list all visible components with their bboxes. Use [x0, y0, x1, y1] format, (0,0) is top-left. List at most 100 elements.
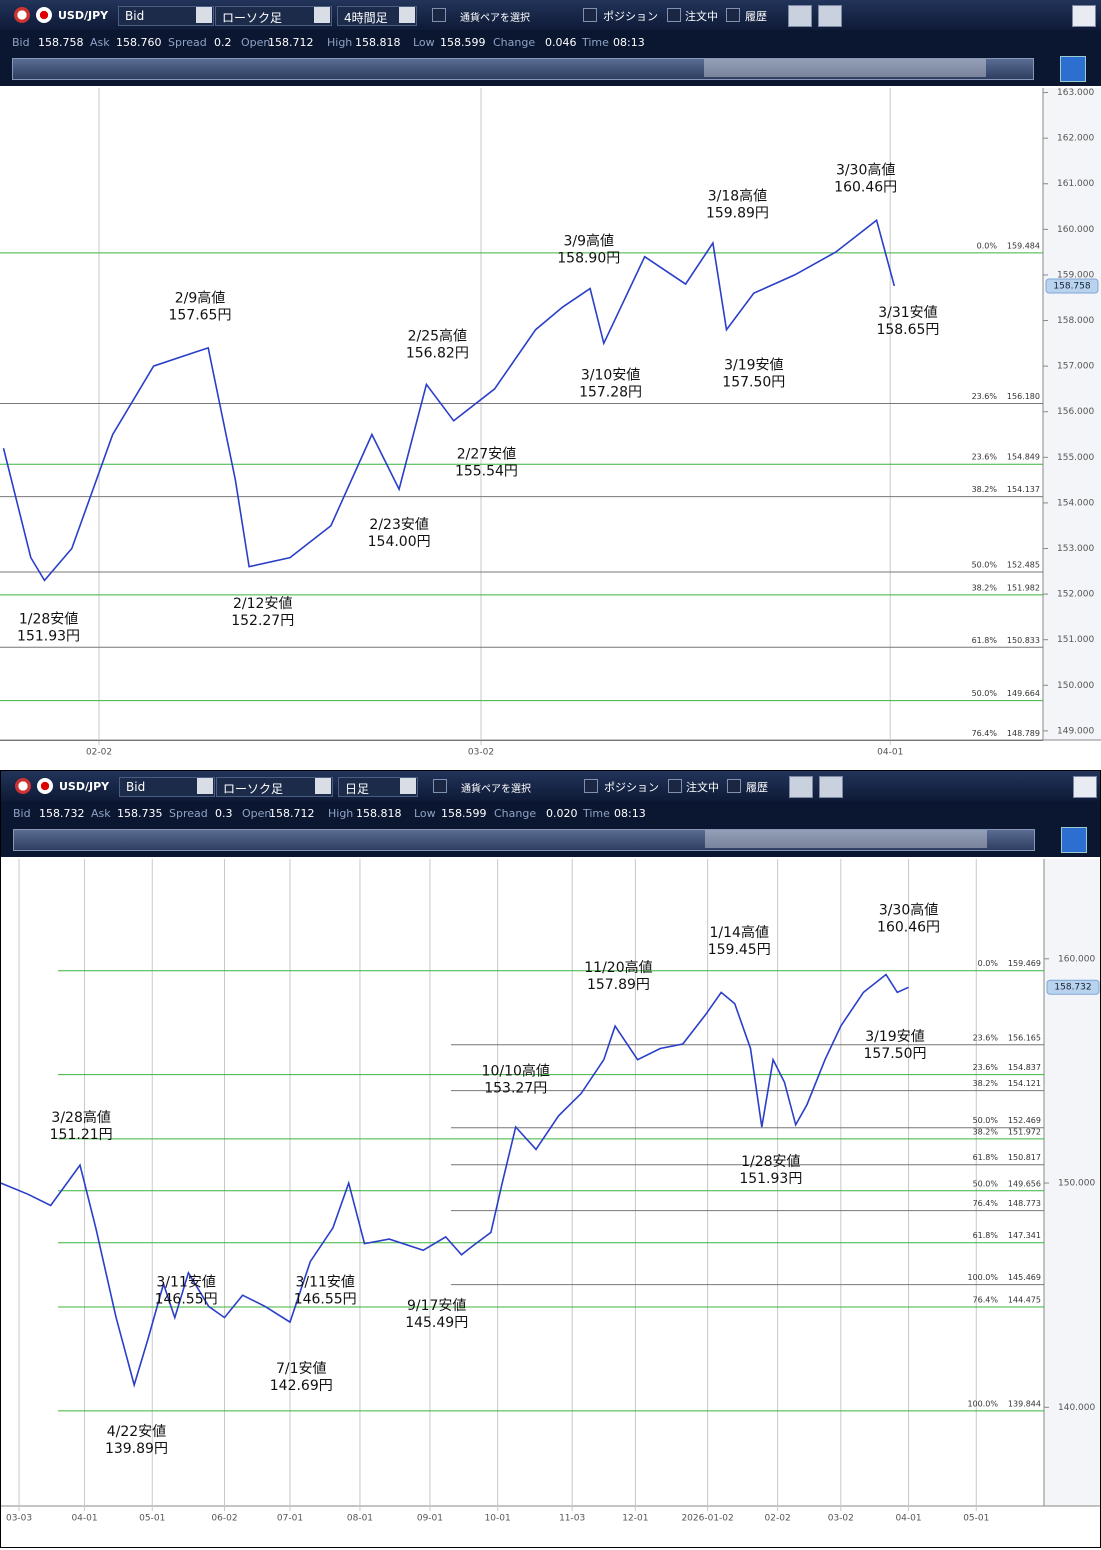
annotation-price: 151.93円 — [739, 1171, 802, 1187]
checkbox[interactable] — [432, 8, 446, 22]
fib-value: 154.849 — [1007, 453, 1040, 462]
annotation-price: 152.27円 — [231, 613, 294, 629]
fib-value: 159.469 — [1008, 959, 1041, 968]
fib-value: 156.165 — [1008, 1033, 1041, 1042]
toolbar-icon[interactable] — [818, 5, 842, 27]
y-tick-label: 158.000 — [1057, 316, 1094, 326]
dropdown-arrow[interactable] — [196, 7, 212, 23]
quote-value: 0.046 — [545, 36, 577, 49]
y-tick-label: 153.000 — [1057, 544, 1094, 554]
pair-label: USD/JPY — [58, 9, 109, 22]
annotation-date: 1/28安値 — [741, 1154, 800, 1170]
quote-value: 158.732 — [39, 807, 85, 820]
y-tick-label: 151.000 — [1057, 635, 1094, 645]
checkbox[interactable] — [727, 779, 741, 793]
close-icon[interactable] — [1072, 5, 1096, 27]
fib-percent: 100.0% — [967, 1399, 998, 1408]
annotation-date: 1/14高値 — [710, 924, 769, 941]
annotation-date: 3/11安値 — [156, 1274, 215, 1290]
y-tick-label: 160.000 — [1058, 954, 1095, 964]
annotation-price: 155.54円 — [455, 464, 518, 480]
dropdown-arrow[interactable] — [197, 778, 213, 794]
checkbox[interactable] — [583, 8, 597, 22]
fib-percent: 76.4% — [973, 1295, 999, 1304]
toolbar-icon[interactable] — [789, 776, 813, 798]
annotation-price: 142.69円 — [270, 1378, 333, 1394]
dropdown-arrow[interactable] — [315, 778, 331, 794]
navigator-button[interactable] — [1060, 56, 1086, 82]
timeframe-select-text: 4時間足 — [344, 11, 388, 25]
fib-value: 144.475 — [1008, 1295, 1041, 1304]
fib-percent: 23.6% — [972, 392, 998, 401]
fib-value: 152.485 — [1007, 560, 1040, 569]
annotation-price: 154.00円 — [368, 534, 431, 550]
fib-value: 149.656 — [1008, 1179, 1041, 1188]
fib-value: 154.121 — [1008, 1079, 1041, 1088]
fib-percent: 0.0% — [978, 959, 999, 968]
fib-percent: 50.0% — [972, 689, 998, 698]
chart-type-select[interactable]: ローソク足 — [216, 777, 333, 797]
current-price-tag — [1046, 979, 1100, 995]
fib-percent: 38.2% — [972, 583, 998, 592]
quote-label: Low — [413, 36, 435, 49]
x-tick-label: 02-02 — [86, 748, 112, 758]
fib-value: 154.137 — [1007, 485, 1040, 494]
fib-percent: 50.0% — [973, 1179, 999, 1188]
annotation-price: 159.45円 — [708, 942, 771, 958]
quote-value: 158.599 — [441, 807, 487, 820]
price-type-select[interactable]: Bid — [119, 777, 215, 797]
fib-value: 147.341 — [1008, 1231, 1041, 1240]
chart-panel: USD/JPY Bid ローソク足 4時間足 通貨ペアを選択 ポジション 注文中 履歴 Bid 1… — [0, 0, 1101, 765]
navigator-window[interactable] — [705, 830, 987, 848]
fib-percent: 76.4% — [972, 729, 998, 738]
fib-value: 151.982 — [1007, 583, 1040, 592]
fib-percent: 0.0% — [977, 241, 998, 250]
pair-label: USD/JPY — [59, 780, 110, 793]
current-price-label: 158.732 — [1054, 983, 1091, 993]
checkbox[interactable] — [584, 779, 598, 793]
annotation-date: 3/18高値 — [708, 187, 767, 204]
navigator-button[interactable] — [1061, 827, 1087, 853]
timeframe-select[interactable]: 日足 — [338, 777, 418, 797]
current-price-tag — [1045, 278, 1099, 294]
annotation-date: 2/27安値 — [457, 447, 516, 463]
x-tick-label: 2026-01-02 — [681, 1514, 733, 1524]
close-icon[interactable] — [1073, 776, 1097, 798]
fib-value: 159.484 — [1007, 241, 1040, 250]
dropdown-arrow[interactable] — [314, 7, 330, 23]
chart-type-select[interactable]: ローソク足 — [215, 6, 332, 26]
y-tick-label: 150.000 — [1058, 1179, 1095, 1189]
checkbox[interactable] — [433, 779, 447, 793]
x-tick-label: 03-02 — [828, 1514, 854, 1524]
navigator — [1, 825, 1100, 857]
timeframe-select[interactable]: 4時間足 — [337, 6, 417, 26]
price-type-select-text: Bid — [125, 9, 145, 23]
quote-row: Bid 158.732 Ask 158.735 Spread 0.3 Open 158.712… — [1, 801, 1100, 825]
toolbar-icon[interactable] — [788, 5, 812, 27]
checkbox[interactable] — [726, 8, 740, 22]
quote-label: Change — [494, 807, 537, 820]
annotation-price: 157.50円 — [722, 374, 785, 390]
fib-value: 139.844 — [1008, 1399, 1041, 1408]
annotation-date: 7/1安値 — [276, 1361, 327, 1377]
fib-percent: 100.0% — [967, 1273, 998, 1282]
annotation-price: 139.89円 — [105, 1441, 168, 1457]
navigator-track — [13, 829, 1035, 851]
checkbox[interactable] — [668, 779, 682, 793]
fib-percent: 50.0% — [972, 560, 998, 569]
checkbox[interactable] — [667, 8, 681, 22]
quote-label: Ask — [90, 36, 110, 49]
dropdown-arrow[interactable] — [399, 7, 415, 23]
price-type-select[interactable]: Bid — [118, 6, 214, 26]
fib-percent: 76.4% — [973, 1199, 999, 1208]
toolbar-icon[interactable] — [819, 776, 843, 798]
fib-value: 149.664 — [1007, 689, 1040, 698]
chart-type-select-text: ローソク足 — [222, 11, 283, 25]
flag-icon — [15, 778, 31, 794]
current-price-label: 158.758 — [1053, 281, 1090, 291]
navigator-window[interactable] — [704, 59, 986, 77]
fib-value: 150.833 — [1007, 636, 1040, 645]
annotation-price: 156.82円 — [406, 345, 469, 361]
toolbar: USD/JPY Bid ローソク足 日足 通貨ペアを選択 ポジション 注文中 履歴 — [1, 771, 1100, 801]
dropdown-arrow[interactable] — [400, 778, 416, 794]
